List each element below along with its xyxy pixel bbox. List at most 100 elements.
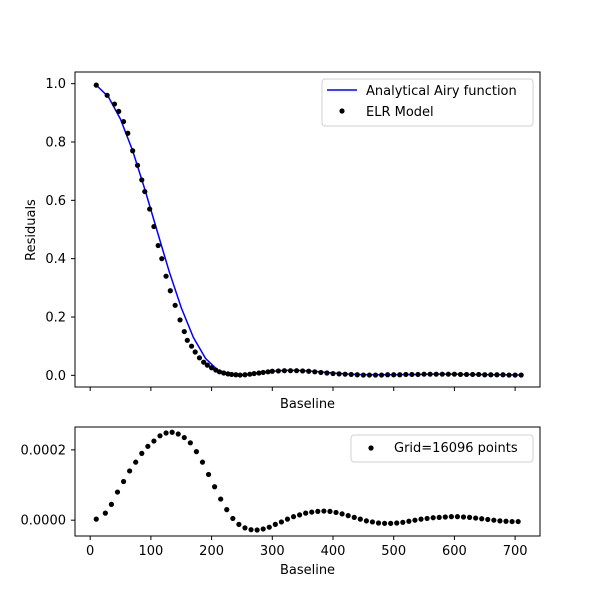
top-data-point <box>470 371 476 378</box>
legend-entry-elr: ELR Model <box>366 105 434 120</box>
bottom-data-point <box>382 520 388 526</box>
bottom-data-point <box>473 515 479 521</box>
top-data-point <box>476 371 482 378</box>
bottom-data-point <box>515 518 521 525</box>
top-y-tick-label: 1.0 <box>45 77 66 92</box>
bottom-data-point <box>460 514 467 520</box>
top-series-layer <box>93 82 524 378</box>
bottom-x-tick-label: 100 <box>138 544 163 559</box>
top-data-point <box>366 372 373 378</box>
top-y-ticks: 0.0 0.2 0.4 0.6 0.8 1.0 <box>45 77 75 384</box>
bottom-data-point <box>284 516 291 522</box>
bottom-data-point <box>339 511 345 517</box>
bottom-data-point <box>145 443 151 449</box>
top-data-point <box>167 288 173 294</box>
legend-marker-swatch <box>339 108 345 114</box>
top-y-tick-label: 0.2 <box>45 311 66 326</box>
top-data-point <box>159 256 165 262</box>
bottom-data-point <box>163 430 169 436</box>
top-data-point <box>269 368 275 374</box>
top-data-point <box>287 368 294 374</box>
top-data-point <box>397 372 403 378</box>
bottom-data-point <box>169 429 175 435</box>
bottom-y-tick-label: 0.0002 <box>21 443 67 458</box>
bottom-x-axis-label: Baseline <box>280 563 335 578</box>
bottom-data-point <box>242 525 248 531</box>
top-data-point <box>312 369 318 375</box>
bottom-data-point <box>497 518 503 524</box>
bottom-data-point <box>205 471 212 478</box>
top-data-point <box>512 372 518 378</box>
bottom-data-point <box>181 434 187 441</box>
bottom-x-tick-label: 500 <box>381 544 406 559</box>
bottom-data-point <box>266 524 272 530</box>
top-data-point <box>204 362 210 368</box>
bottom-x-tick-label: 300 <box>260 544 285 559</box>
bottom-data-point <box>394 520 400 526</box>
bottom-data-point <box>175 431 181 437</box>
top-data-point <box>488 372 494 378</box>
bottom-data-point <box>436 514 442 520</box>
top-data-point <box>192 349 198 355</box>
bottom-data-point <box>139 450 145 456</box>
bottom-data-point <box>357 516 363 522</box>
top-data-point <box>208 365 215 371</box>
top-axes-frame <box>74 71 541 388</box>
bottom-data-point <box>303 510 309 516</box>
bottom-data-point <box>485 516 491 523</box>
bottom-data-point <box>230 515 236 522</box>
bottom-legend: Grid=16096 points <box>350 434 534 463</box>
top-panel: 0.0 0.2 0.4 0.6 0.8 1.0 Baseline Residuals An… <box>24 71 541 412</box>
bottom-data-point <box>315 508 321 514</box>
top-legend: Analytical Airy function ELR Model <box>321 78 534 127</box>
top-data-point <box>125 130 131 136</box>
bottom-data-point <box>297 512 303 518</box>
top-x-axis-label: Baseline <box>280 397 335 412</box>
top-data-point <box>93 82 99 88</box>
top-data-point <box>445 371 451 377</box>
top-data-point <box>391 372 397 378</box>
top-data-point <box>421 371 427 377</box>
bottom-data-point <box>309 509 315 515</box>
bottom-panel: 0 100 200 300 400 500 600 700 0.0000 0.0002 Base… <box>21 426 541 578</box>
bottom-data-point <box>345 513 351 519</box>
bottom-data-point <box>424 515 430 522</box>
top-data-point <box>281 368 288 374</box>
top-data-point <box>111 101 118 107</box>
bottom-data-point <box>333 509 339 516</box>
top-data-point <box>265 369 271 375</box>
top-data-point <box>360 372 366 378</box>
top-data-point <box>151 223 157 230</box>
bottom-x-tick-label: 200 <box>199 544 224 559</box>
top-data-point <box>378 372 385 378</box>
bottom-data-point <box>369 519 376 525</box>
bottom-data-point <box>218 496 224 502</box>
bottom-data-point <box>278 519 284 525</box>
top-data-point <box>139 177 145 183</box>
top-data-point <box>196 355 203 361</box>
top-data-point <box>142 188 148 195</box>
legend-entry-grid: Grid=16096 points <box>394 441 518 456</box>
top-data-point <box>172 302 178 308</box>
top-data-point <box>506 372 512 378</box>
top-data-point <box>130 148 136 154</box>
top-data-point <box>242 372 248 378</box>
top-y-axis-label: Residuals <box>24 199 39 261</box>
top-data-point <box>439 371 445 377</box>
bottom-data-point <box>351 514 357 520</box>
top-data-point <box>216 369 223 375</box>
top-data-point <box>494 372 500 378</box>
top-data-point <box>463 371 470 378</box>
top-y-tick-label: 0.4 <box>45 252 66 267</box>
bottom-data-point <box>260 526 266 532</box>
top-data-point <box>247 371 253 377</box>
bottom-data-point <box>363 518 369 524</box>
bottom-data-point <box>93 516 99 522</box>
top-data-point <box>300 368 306 374</box>
bottom-data-point <box>321 508 327 514</box>
bottom-data-point <box>412 517 418 523</box>
bottom-data-point <box>102 510 108 516</box>
top-data-point <box>233 372 239 378</box>
top-data-point <box>163 273 169 279</box>
top-data-point <box>348 371 354 378</box>
